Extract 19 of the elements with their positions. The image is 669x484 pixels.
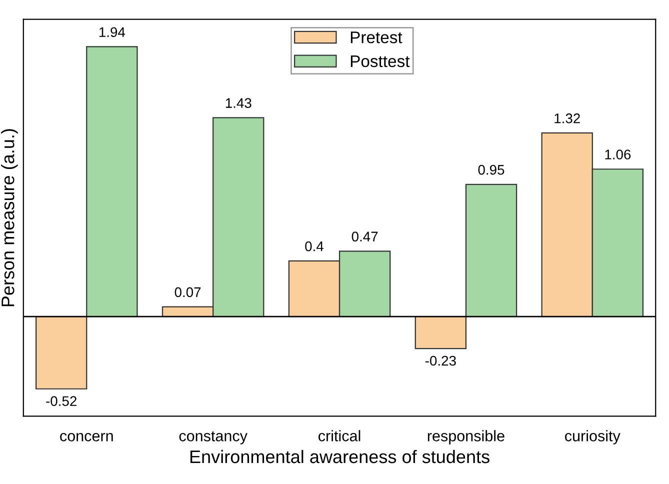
x-tick-label: concern: [60, 432, 113, 442]
data-label: 1.32: [554, 113, 580, 124]
data-label: 0.07: [174, 287, 201, 298]
data-label: 0.47: [352, 232, 378, 242]
x-tick-label: curiosity: [565, 430, 620, 444]
x-tick-label: constancy: [179, 431, 248, 444]
data-label: -0.52: [46, 396, 76, 406]
data-label: 1.06: [605, 150, 631, 160]
data-label: 0.95: [478, 164, 504, 175]
legend-label: Posttest: [350, 56, 410, 68]
x-tick-label: responsible: [428, 430, 504, 444]
data-label: 0.4: [305, 241, 324, 252]
y-axis-title: Person measure (a.u.): [1, 129, 18, 306]
x-tick-label: critical: [318, 430, 360, 442]
x-axis-title: Environmental awareness of students: [190, 450, 490, 464]
data-label: -0.23: [425, 356, 456, 366]
legend-label: Pretest: [350, 32, 402, 44]
data-label: 1.43: [226, 98, 252, 108]
data-label: 1.94: [99, 27, 126, 38]
